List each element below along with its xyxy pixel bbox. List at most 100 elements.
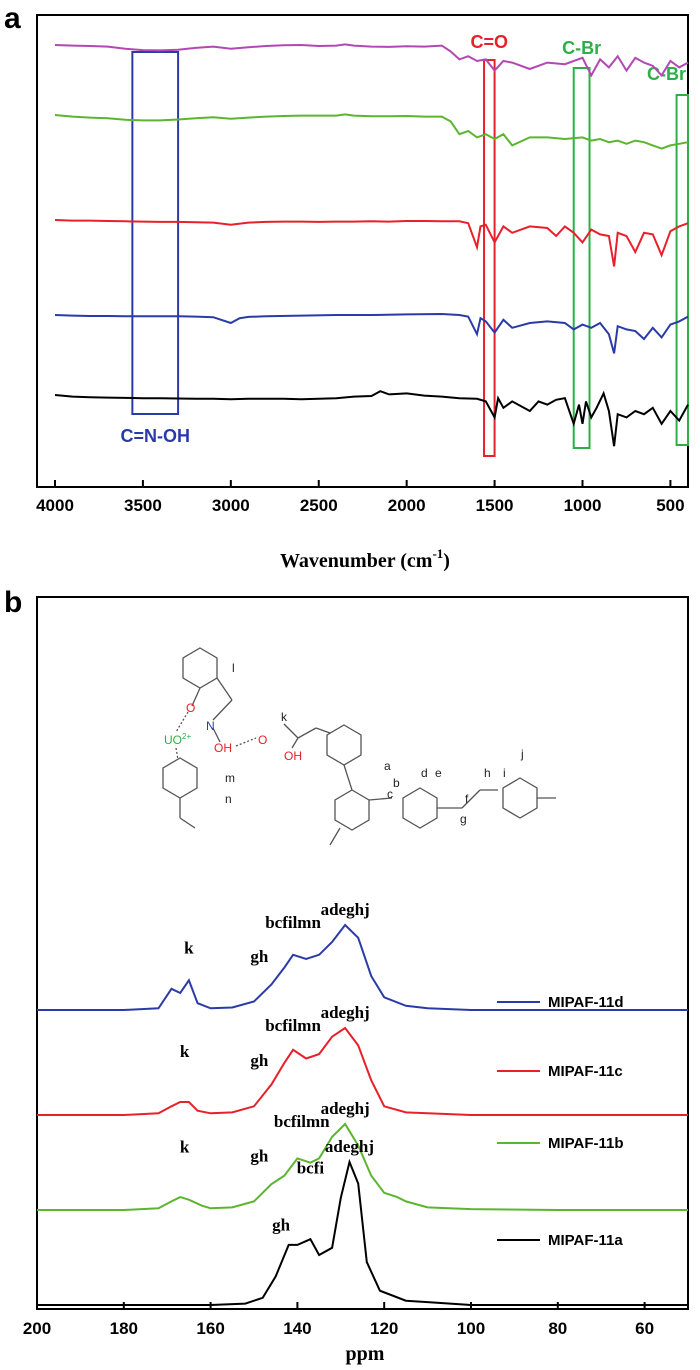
panel-b-x-ticks: 200 180 160 140 120 100 80 60 (23, 1302, 654, 1338)
peak-label-gh: gh (272, 1216, 291, 1235)
hbond-u-n (175, 747, 179, 761)
peak-label-gh: gh (250, 947, 269, 966)
panel-a-x-ticks: 4000 3500 3000 2500 2000 1500 1000 500 (36, 480, 685, 515)
structure-letter-h: h (484, 766, 491, 780)
highlight-label-3: C-Br (562, 38, 601, 58)
peak-label-k: k (180, 1042, 190, 1061)
peak-label-gh: gh (250, 1146, 269, 1165)
panel-a-spectra (54, 43, 689, 447)
highlight-box-2 (483, 59, 496, 457)
bond-no (212, 727, 221, 743)
b-tick-label: 180 (110, 1319, 138, 1338)
b-tick-label: 80 (548, 1319, 567, 1338)
bond-cn (212, 699, 233, 721)
hbond-oh-o (235, 737, 257, 747)
highlight-box-3 (572, 67, 591, 449)
pyridine-ring (162, 757, 198, 799)
bond-vinyl (297, 727, 317, 739)
structure-letter-f: f (465, 792, 469, 806)
b-tick-label: 120 (370, 1319, 398, 1338)
bond-methyl (283, 723, 299, 739)
ir-spectrum-2 (54, 113, 689, 150)
phenyl-ring-para (402, 787, 438, 829)
atom-o: O (186, 701, 195, 715)
a-tick-label: 1000 (564, 496, 602, 515)
a-tick-label: 1500 (476, 496, 514, 515)
phenyl-ring-terminal (502, 777, 538, 819)
atom-uo2: UO2+ (164, 732, 191, 747)
ir-spectrum-4 (54, 312, 689, 354)
bond-biphenyl (343, 764, 353, 791)
structure-letter-l: l (232, 661, 235, 675)
structure-letter-i: i (503, 766, 506, 780)
highlight-box-4 (675, 94, 690, 446)
phenyl-ring-central (334, 789, 370, 831)
structure-letter-m: m (225, 771, 235, 785)
bond-ene (461, 789, 481, 809)
atom-o-carbonyl: O (258, 733, 267, 747)
peak-label-bcfilmn: bcfilmn (274, 1112, 330, 1131)
panel-a-x-axis-label: Wavenumber (cm-1) (280, 546, 450, 572)
nmr-spectrum-MIPAF-11d (37, 923, 688, 1011)
bond-link (179, 817, 196, 829)
hbond-o-u (175, 711, 189, 733)
peak-label-bcfilmn: bcfilmn (265, 913, 321, 932)
bond-central-link (329, 827, 341, 846)
structure-letter-d: d (421, 766, 428, 780)
atom-oh-oxime: OH (214, 741, 232, 755)
bond-central-right (368, 797, 393, 801)
panel-b-peak-labels: k bcfilmn gh adeghj k bcfilmn gh adeghj k bcfilmn… (180, 900, 374, 1235)
structure-letter-b: b (393, 776, 400, 790)
b-tick-label: 140 (283, 1319, 311, 1338)
peak-label-bcfi: bcfi (297, 1158, 325, 1177)
bond-o (191, 687, 201, 707)
legend-label-MIPAF-11a: MIPAF-11a (548, 1232, 623, 1249)
peak-label-adeghj: adeghj (321, 1099, 370, 1118)
structure-atom-labels: O N UO2+ OH O OH (164, 701, 302, 763)
b-tick-label: 60 (635, 1319, 654, 1338)
structure-letter-n: n (225, 792, 232, 806)
legend-label-MIPAF-11b: MIPAF-11b (548, 1135, 624, 1152)
ir-spectrum-5 (54, 390, 689, 447)
structure-letter-c: c (387, 787, 393, 801)
panel-b-spectra (37, 923, 688, 1306)
peak-label-gh: gh (250, 1051, 269, 1070)
peak-label-adeghj: adeghj (321, 1003, 370, 1022)
panel-b-x-axis-label: ppm (346, 1343, 385, 1365)
bond-ch (216, 677, 233, 701)
ir-spectrum-1 (54, 43, 689, 78)
structure-position-labels: l k mn abc d e fg h ij (225, 661, 524, 826)
peak-label-adeghj: adeghj (321, 900, 370, 919)
nmr-spectrum-MIPAF-11b (37, 1122, 688, 1211)
panel-a-highlight-boxes: C=N-OHC=O C-BrC-Br (120, 32, 690, 457)
b-tick-label: 200 (23, 1319, 51, 1338)
structure-letter-a: a (384, 759, 391, 773)
peak-label-bcfilmn: bcfilmn (265, 1016, 321, 1035)
legend-label-MIPAF-11c: MIPAF-11c (548, 1063, 623, 1080)
atom-n: N (206, 719, 215, 733)
a-tick-label: 4000 (36, 496, 74, 515)
phenyl-ring-top (182, 647, 218, 689)
phenyl-ring-upper (326, 724, 362, 766)
a-tick-label: 2500 (300, 496, 338, 515)
highlight-box-1 (131, 51, 180, 415)
peak-label-k: k (184, 938, 194, 957)
panel-b-label: b (4, 586, 22, 619)
bond-to-ring (315, 727, 331, 734)
a-tick-label: 3000 (212, 496, 250, 515)
structure-letter-e: e (435, 766, 442, 780)
panel-a-label: a (4, 2, 21, 35)
peak-label-k: k (180, 1138, 190, 1157)
a-tick-label: 500 (656, 496, 684, 515)
legend-label-MIPAF-11d: MIPAF-11d (548, 994, 624, 1011)
panel-b-legend: MIPAF-11d MIPAF-11c MIPAF-11b MIPAF-11a (497, 994, 624, 1249)
structure-letter-g: g (460, 812, 467, 826)
b-tick-label: 100 (457, 1319, 485, 1338)
peak-label-adeghj: adeghj (325, 1137, 374, 1156)
nmr-spectrum-MIPAF-11a (37, 1158, 688, 1306)
bond-cooh (291, 737, 299, 749)
ir-spectrum-3 (54, 219, 689, 267)
chemical-structure (162, 647, 556, 846)
highlight-label-2: C=O (471, 32, 509, 52)
